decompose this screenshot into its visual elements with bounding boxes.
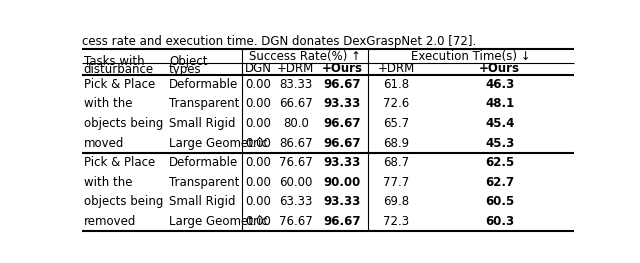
Text: 96.67: 96.67 <box>323 215 361 228</box>
Text: 96.67: 96.67 <box>323 78 361 91</box>
Text: 60.5: 60.5 <box>485 195 515 208</box>
Text: types: types <box>169 63 202 76</box>
Text: 0.00: 0.00 <box>245 195 271 208</box>
Text: 72.6: 72.6 <box>383 98 410 110</box>
Text: Transparent: Transparent <box>169 98 239 110</box>
Text: 46.3: 46.3 <box>485 78 515 91</box>
Text: +DRM: +DRM <box>277 62 314 75</box>
Text: objects being: objects being <box>84 195 163 208</box>
Text: 62.7: 62.7 <box>485 176 514 189</box>
Text: +DRM: +DRM <box>378 62 415 75</box>
Text: 66.67: 66.67 <box>279 98 313 110</box>
Text: Execution Time(s) ↓: Execution Time(s) ↓ <box>411 50 531 63</box>
Text: 68.9: 68.9 <box>383 136 409 150</box>
Text: +Ours: +Ours <box>479 62 520 75</box>
Text: moved: moved <box>84 136 124 150</box>
Text: 93.33: 93.33 <box>323 156 360 169</box>
Text: 65.7: 65.7 <box>383 117 409 130</box>
Text: 77.7: 77.7 <box>383 176 410 189</box>
Text: 72.3: 72.3 <box>383 215 409 228</box>
Text: Pick & Place: Pick & Place <box>84 78 155 91</box>
Text: Tasks with: Tasks with <box>84 55 145 68</box>
Text: 45.3: 45.3 <box>485 136 515 150</box>
Text: 60.00: 60.00 <box>279 176 312 189</box>
Text: removed: removed <box>84 215 136 228</box>
Text: Deformable: Deformable <box>169 156 238 169</box>
Text: 0.00: 0.00 <box>245 78 271 91</box>
Text: Object: Object <box>169 55 207 68</box>
Text: 0.00: 0.00 <box>245 215 271 228</box>
Text: 45.4: 45.4 <box>485 117 515 130</box>
Text: 90.00: 90.00 <box>323 176 360 189</box>
Text: Large Geometric: Large Geometric <box>169 215 268 228</box>
Text: objects being: objects being <box>84 117 163 130</box>
Text: Deformable: Deformable <box>169 78 238 91</box>
Text: +Ours: +Ours <box>321 62 362 75</box>
Text: 62.5: 62.5 <box>485 156 515 169</box>
Text: 0.00: 0.00 <box>245 156 271 169</box>
Text: 0.00: 0.00 <box>245 136 271 150</box>
Text: 83.33: 83.33 <box>279 78 312 91</box>
Text: Success Rate(%) ↑: Success Rate(%) ↑ <box>249 50 361 63</box>
Text: 96.67: 96.67 <box>323 136 361 150</box>
Text: 69.8: 69.8 <box>383 195 409 208</box>
Text: Large Geometric: Large Geometric <box>169 136 268 150</box>
Text: 63.33: 63.33 <box>279 195 312 208</box>
Text: 86.67: 86.67 <box>279 136 313 150</box>
Text: disturbance: disturbance <box>84 63 154 76</box>
Text: Transparent: Transparent <box>169 176 239 189</box>
Text: 96.67: 96.67 <box>323 117 361 130</box>
Text: 0.00: 0.00 <box>245 98 271 110</box>
Text: 93.33: 93.33 <box>323 98 360 110</box>
Text: Small Rigid: Small Rigid <box>169 195 236 208</box>
Text: 68.7: 68.7 <box>383 156 409 169</box>
Text: 93.33: 93.33 <box>323 195 360 208</box>
Text: Pick & Place: Pick & Place <box>84 156 155 169</box>
Text: 60.3: 60.3 <box>485 215 514 228</box>
Text: 0.00: 0.00 <box>245 176 271 189</box>
Text: DGN: DGN <box>244 62 272 75</box>
Text: with the: with the <box>84 176 132 189</box>
Text: 80.0: 80.0 <box>283 117 308 130</box>
Text: Small Rigid: Small Rigid <box>169 117 236 130</box>
Text: 76.67: 76.67 <box>279 156 313 169</box>
Text: with the: with the <box>84 98 132 110</box>
Text: 76.67: 76.67 <box>279 215 313 228</box>
Text: 61.8: 61.8 <box>383 78 409 91</box>
Text: 0.00: 0.00 <box>245 117 271 130</box>
Text: 48.1: 48.1 <box>485 98 515 110</box>
Text: cess rate and execution time. DGN donates DexGraspNet 2.0 [72].: cess rate and execution time. DGN donate… <box>81 36 476 48</box>
